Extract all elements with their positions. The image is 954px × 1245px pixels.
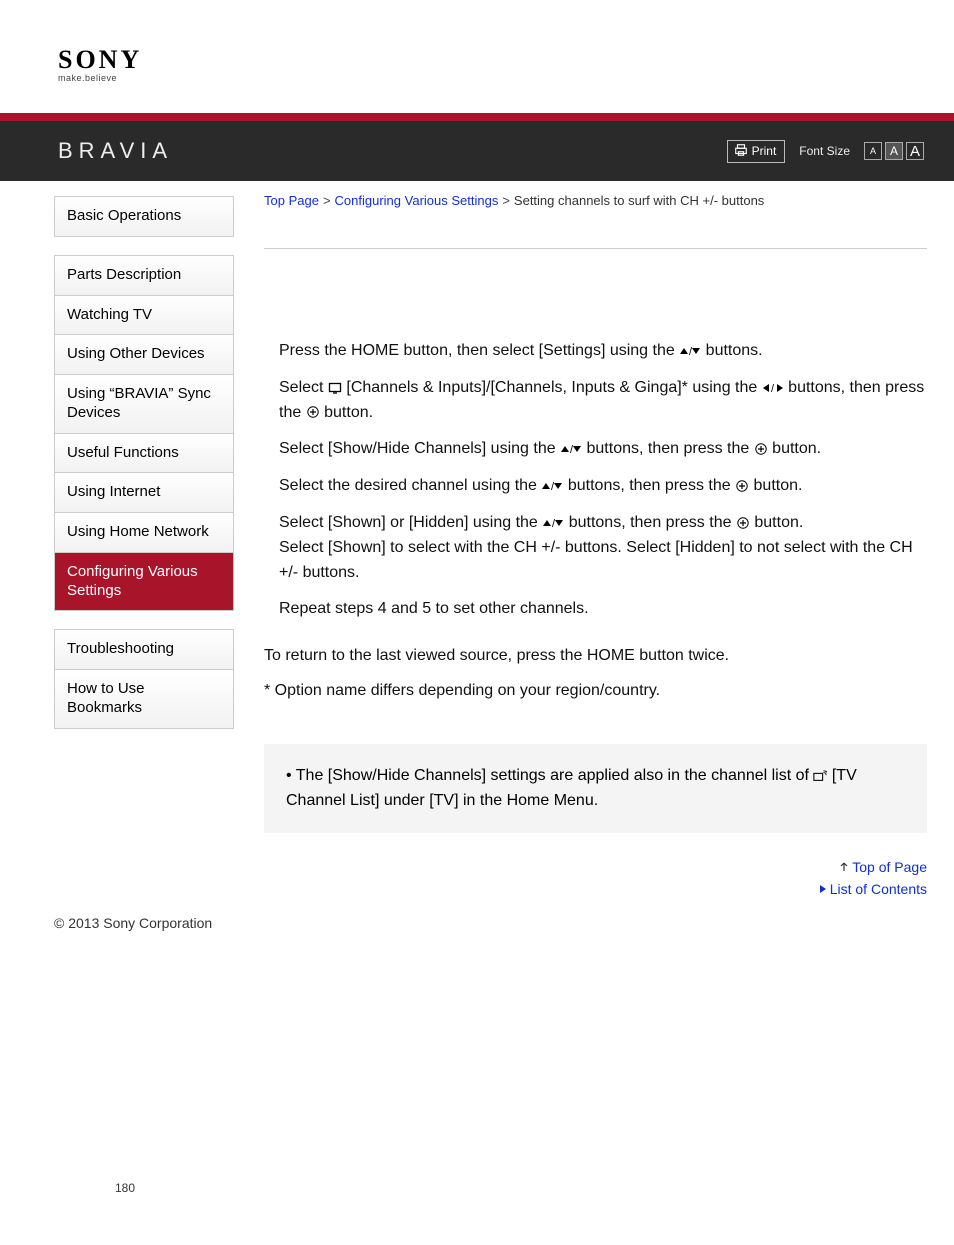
- brand-area: SONY make.believe: [0, 0, 954, 113]
- updown-icon: /: [541, 477, 563, 494]
- breadcrumb-current: Setting channels to surf with CH +/- but…: [514, 193, 764, 208]
- sidebar-item[interactable]: Troubleshooting: [55, 630, 233, 670]
- divider: [264, 248, 927, 249]
- breadcrumb-separator: >: [323, 193, 331, 208]
- font-size-small-button[interactable]: A: [864, 142, 882, 160]
- plus-icon: [754, 440, 768, 457]
- main-content: Top Page>Configuring Various Settings>Se…: [264, 181, 927, 903]
- sidebar-item[interactable]: Using Internet: [55, 473, 233, 513]
- top-of-page-label: Top of Page: [852, 859, 927, 875]
- step-item: Select the desired channel using the / b…: [279, 474, 927, 499]
- sidebar-item[interactable]: Using “BRAVIA” Sync Devices: [55, 375, 233, 434]
- svg-text:/: /: [689, 346, 693, 358]
- leftright-icon: /: [762, 379, 784, 396]
- font-size-label: Font Size: [799, 144, 850, 158]
- font-size-medium-button[interactable]: A: [885, 142, 903, 160]
- breadcrumb-link[interactable]: Top Page: [264, 193, 319, 208]
- svg-text:/: /: [570, 444, 574, 456]
- sidebar-item[interactable]: Useful Functions: [55, 434, 233, 474]
- top-of-page-link[interactable]: Top of Page: [839, 859, 927, 875]
- plus-icon: [736, 514, 750, 531]
- list-of-contents-link[interactable]: List of Contents: [819, 881, 927, 897]
- notice-box: The [Show/Hide Channels] settings are ap…: [264, 744, 927, 834]
- steps-list: Press the HOME button, then select [Sett…: [264, 339, 927, 622]
- accent-bar: [0, 113, 954, 121]
- right-triangle-icon: [819, 881, 827, 897]
- up-arrow-icon: [839, 859, 849, 875]
- svg-text:/: /: [552, 518, 556, 530]
- page-number: 180: [0, 931, 954, 1245]
- step-item: Select [Show/Hide Channels] using the / …: [279, 437, 927, 462]
- svg-text:/: /: [771, 383, 775, 395]
- note-text: To return to the last viewed source, pre…: [264, 644, 927, 669]
- notice-item: The [Show/Hide Channels] settings are ap…: [286, 764, 905, 814]
- step-item: Select [Shown] or [Hidden] using the / b…: [279, 511, 927, 585]
- updown-icon: /: [679, 342, 701, 359]
- tv-icon: [328, 379, 342, 396]
- breadcrumb-separator: >: [502, 193, 510, 208]
- copyright: © 2013 Sony Corporation: [0, 903, 954, 931]
- sidebar-item[interactable]: Watching TV: [55, 296, 233, 336]
- step-item: Repeat steps 4 and 5 to set other channe…: [279, 597, 927, 622]
- sidebar-item[interactable]: How to Use Bookmarks: [55, 670, 233, 728]
- header-tools: Print Font Size A A A: [727, 140, 924, 163]
- step-item: Press the HOME button, then select [Sett…: [279, 339, 927, 364]
- step-item: Select [Channels & Inputs]/[Channels, In…: [279, 376, 927, 426]
- bravia-logo: BRAVIA: [58, 138, 173, 164]
- sidebar-item[interactable]: Configuring Various Settings: [55, 553, 233, 611]
- plus-icon: [735, 477, 749, 494]
- sidebar-item[interactable]: Using Home Network: [55, 513, 233, 553]
- list-of-contents-label: List of Contents: [830, 881, 927, 897]
- print-label: Print: [752, 144, 777, 158]
- bottom-links: Top of Page List of Contents: [264, 859, 927, 897]
- updown-icon: /: [560, 440, 582, 457]
- sidebar-item[interactable]: Basic Operations: [55, 197, 233, 236]
- sidebar-nav: Basic Operations Parts DescriptionWatchin…: [54, 181, 234, 903]
- breadcrumb-link[interactable]: Configuring Various Settings: [335, 193, 499, 208]
- sidebar-item[interactable]: Parts Description: [55, 256, 233, 296]
- font-size-buttons: A A A: [864, 142, 924, 160]
- svg-text:/: /: [551, 481, 555, 493]
- font-size-large-button[interactable]: A: [906, 142, 924, 160]
- sony-logo: SONY: [58, 45, 954, 75]
- sidebar-item[interactable]: Using Other Devices: [55, 335, 233, 375]
- updown-icon: /: [542, 514, 564, 531]
- sony-tagline: make.believe: [58, 73, 954, 83]
- breadcrumb: Top Page>Configuring Various Settings>Se…: [264, 193, 927, 208]
- print-icon: [734, 143, 748, 160]
- plus-icon: [306, 404, 320, 421]
- broadcast-icon: [813, 767, 827, 784]
- note-text: * Option name differs depending on your …: [264, 679, 927, 704]
- header-bar: BRAVIA Print Font Size A A A: [0, 121, 954, 181]
- print-button[interactable]: Print: [727, 140, 786, 163]
- notes-block: To return to the last viewed source, pre…: [264, 644, 927, 704]
